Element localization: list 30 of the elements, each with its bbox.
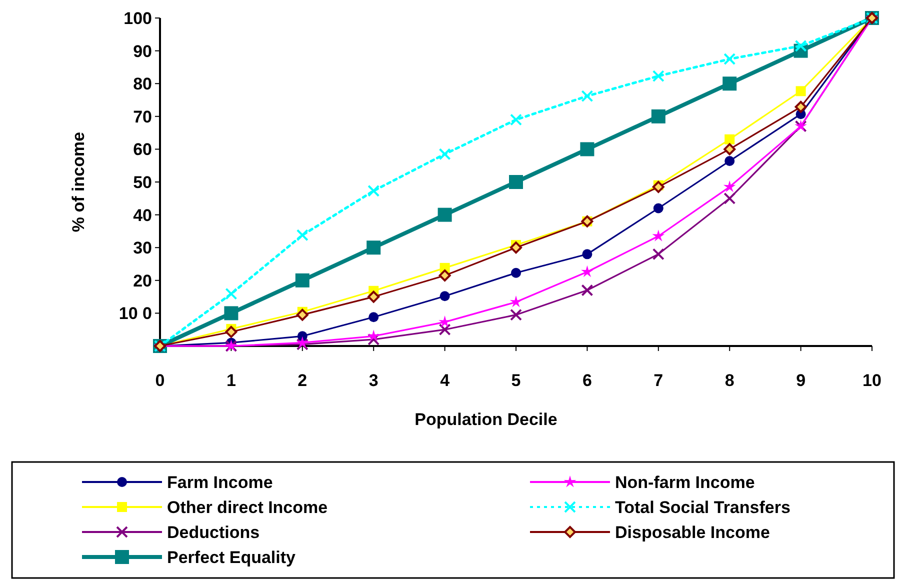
- legend-label: Total Social Transfers: [615, 498, 790, 517]
- x-tick-label: 3: [368, 371, 378, 390]
- y-tick-label: 10 0: [118, 304, 152, 324]
- legend-label: Deductions: [167, 522, 260, 542]
- y-tick-label: 80: [133, 74, 152, 94]
- y-tick-label: 70: [133, 107, 152, 126]
- legend-label: Farm Income: [167, 472, 273, 492]
- legend-label: Perfect Equality: [167, 548, 296, 567]
- y-tick-label: 90: [133, 42, 152, 61]
- x-tick-label: 10: [862, 371, 882, 390]
- x-tick-label: 7: [654, 371, 664, 390]
- legend-label: Other direct Income: [167, 498, 328, 517]
- x-tick-label: 2: [298, 371, 308, 390]
- x-tick-label: 8: [724, 371, 734, 390]
- y-axis-title: % of income: [69, 132, 88, 232]
- legend-label: Disposable Income: [615, 522, 770, 542]
- y-tick-label: 20: [133, 271, 152, 290]
- y-tick-label: 30: [133, 238, 152, 258]
- legend-label: Non-farm Income: [615, 472, 755, 492]
- x-tick-label: 1: [226, 371, 236, 390]
- x-tick-label: 0: [155, 371, 165, 390]
- x-tick-label: 5: [511, 371, 521, 390]
- x-axis-title: Population Decile: [414, 410, 558, 429]
- y-tick-label: 40: [133, 206, 152, 225]
- y-tick-label: 60: [133, 140, 152, 160]
- x-tick-label: 6: [582, 371, 592, 390]
- y-tick-label: 50: [133, 172, 152, 192]
- x-tick-label: 4: [440, 371, 450, 390]
- x-tick-label: 9: [796, 371, 806, 390]
- y-tick-label: 100: [124, 8, 152, 28]
